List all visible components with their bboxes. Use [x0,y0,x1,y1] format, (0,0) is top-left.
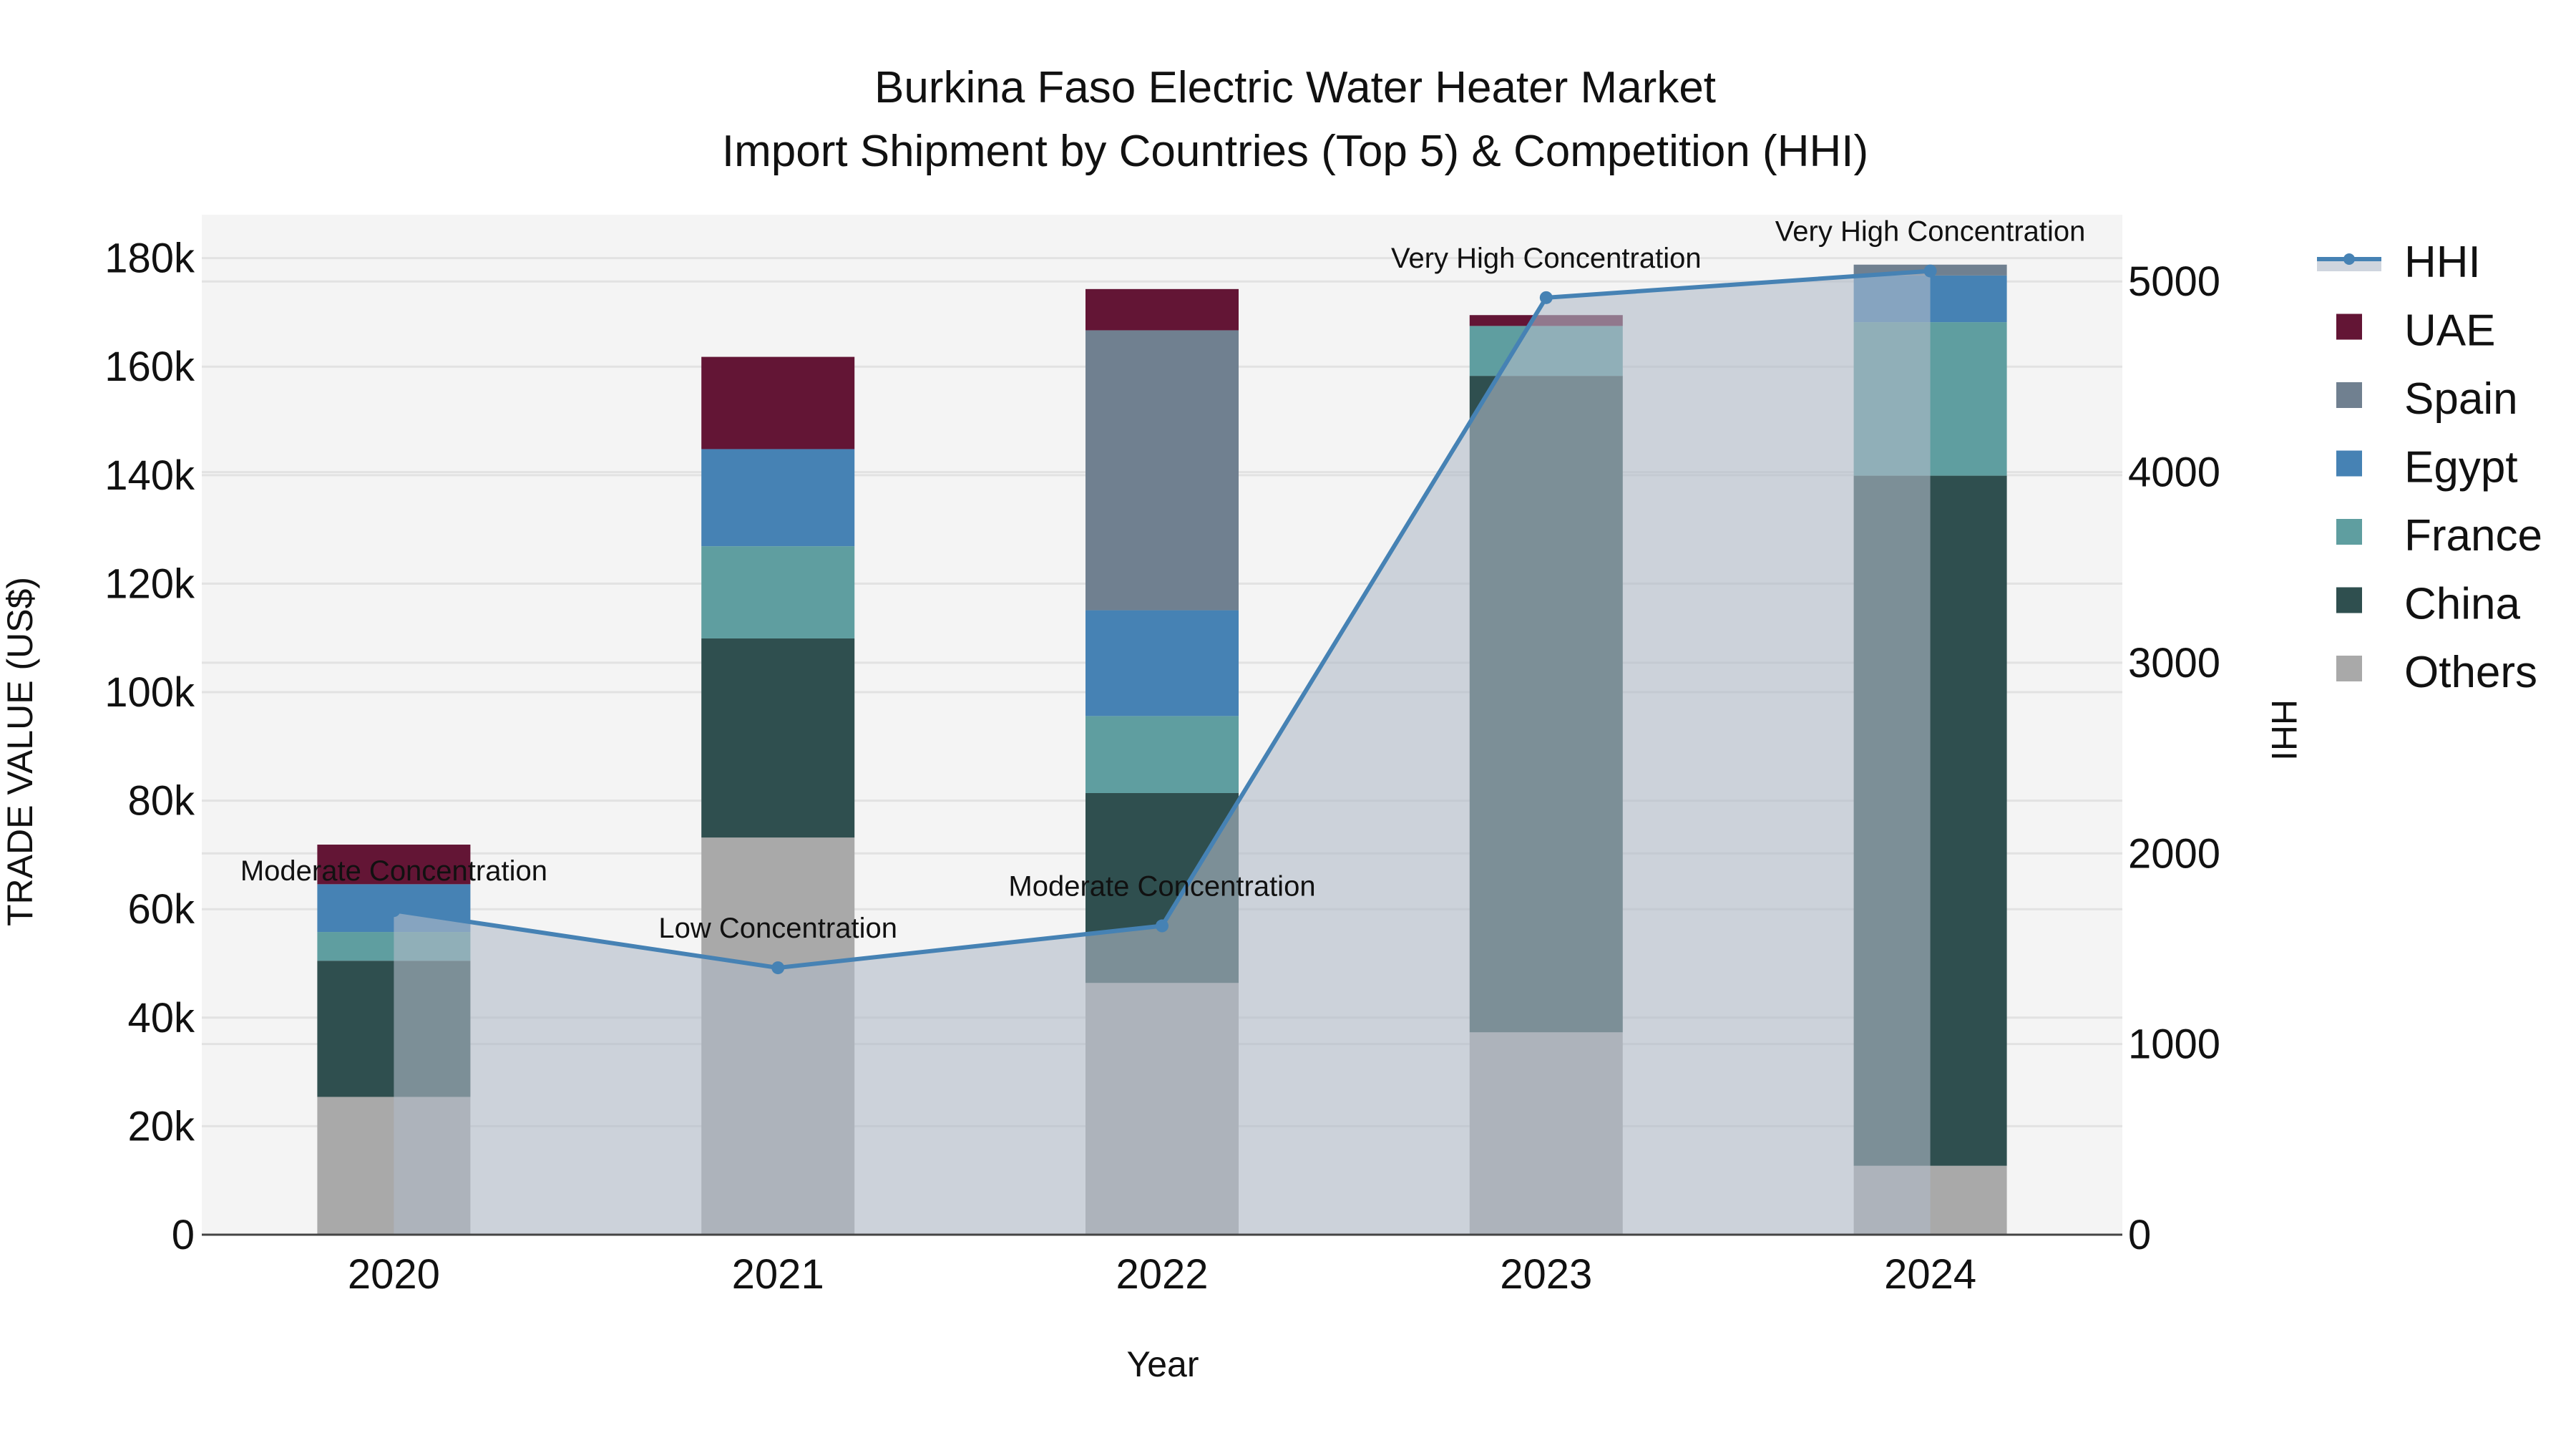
hhi-annotation-2023: Very High Concentration [1391,243,1702,274]
bar-segment-france-2022[interactable] [1085,716,1239,794]
legend: HHI UAE Spain Egypt France China Others [2317,238,2542,697]
y-left-tick-label: 180k [104,235,195,282]
hhi-annotation-2022: Moderate Concentration [1008,871,1315,903]
hhi-annotations: Moderate Concentration Low Concentration M… [240,216,2086,945]
legend-swatch-icon [2336,587,2362,613]
hhi-annotation-2021: Low Concentration [658,913,897,944]
legend-item-china[interactable]: China [2336,580,2521,629]
y-right-tick-label: 0 [2128,1212,2151,1258]
y-left-ticks: 0 20k 40k 60k 80k 100k 120k 140k 160k 180k [104,235,195,1258]
x-tick-label: 2023 [1500,1251,1592,1298]
hhi-marker-2023[interactable] [1539,291,1553,304]
hhi-line [387,264,1937,975]
legend-label: UAE [2404,306,2495,356]
hhi-annotation-2024: Very High Concentration [1775,216,2086,248]
x-tick-label: 2020 [348,1251,440,1298]
hhi-marker-2022[interactable] [1156,919,1169,933]
legend-swatch-icon [2336,314,2362,340]
legend-item-hhi[interactable]: HHI [2317,238,2481,287]
y-left-tick-label: 100k [104,669,195,716]
legend-item-others[interactable]: Others [2336,648,2537,697]
legend-dot-icon [2343,253,2355,265]
x-axis-label: Year [1126,1344,1199,1384]
y-left-tick-label: 140k [104,452,195,499]
y-right-tick-label: 3000 [2128,640,2220,686]
hhi-marker-2020[interactable] [387,904,401,918]
y-right-ticks: 0 1000 2000 3000 4000 5000 [2128,258,2220,1258]
hhi-annotation-2020: Moderate Concentration [240,855,547,887]
hhi-area [394,271,1931,1235]
y-right-tick-label: 2000 [2128,830,2220,877]
x-tick-label: 2024 [1884,1251,1976,1298]
y-right-tick-label: 4000 [2128,449,2220,496]
x-ticks: 2020 2021 2022 2023 2024 [348,1251,1976,1298]
y-left-tick-label: 160k [104,344,195,390]
legend-label: France [2404,511,2542,560]
y-right-tick-label: 1000 [2128,1021,2220,1068]
y-left-tick-label: 20k [127,1103,195,1150]
chart-title-line1: Burkina Faso Electric Water Heater Marke… [874,63,1716,112]
legend-label: Others [2404,648,2537,697]
x-tick-label: 2021 [732,1251,824,1298]
y-left-tick-label: 120k [104,560,195,607]
legend-label: China [2404,580,2521,629]
hhi-marker-2024[interactable] [1923,264,1937,278]
legend-label: Spain [2404,374,2518,424]
legend-item-uae[interactable]: UAE [2336,306,2495,356]
bar-segment-egypt-2022[interactable] [1085,610,1239,716]
legend-item-spain[interactable]: Spain [2336,374,2518,424]
y-left-tick-label: 0 [172,1212,195,1258]
y-left-tick-label: 80k [127,778,195,825]
hhi-area-fill [394,271,1931,1235]
legend-swatch-icon [2336,656,2362,681]
bar-segment-france-2021[interactable] [701,546,855,638]
bar-segment-china-2021[interactable] [701,638,855,838]
bar-segment-uae-2021[interactable] [701,356,855,449]
bar-segment-egypt-2021[interactable] [701,449,855,547]
legend-label: HHI [2404,238,2481,287]
x-tick-label: 2022 [1116,1251,1208,1298]
y-left-tick-label: 60k [127,886,195,933]
legend-swatch-icon [2336,519,2362,545]
hhi-marker-2021[interactable] [771,961,785,975]
y-right-tick-label: 5000 [2128,258,2220,305]
bar-segment-uae-2020[interactable] [317,845,471,885]
legend-swatch-icon [2336,382,2362,408]
legend-item-egypt[interactable]: Egypt [2336,443,2518,492]
y-left-axis-label: TRADE VALUE (US$) [0,577,40,926]
bar-segment-spain-2022[interactable] [1085,330,1239,611]
y-left-tick-label: 40k [127,995,195,1041]
chart-title-line2: Import Shipment by Countries (Top 5) & C… [722,127,1868,176]
legend-swatch-icon [2336,450,2362,477]
bar-segment-uae-2022[interactable] [1085,288,1239,331]
legend-item-france[interactable]: France [2336,511,2542,560]
legend-label: Egypt [2404,443,2518,492]
y-right-axis-label: HHI [2264,699,2304,761]
